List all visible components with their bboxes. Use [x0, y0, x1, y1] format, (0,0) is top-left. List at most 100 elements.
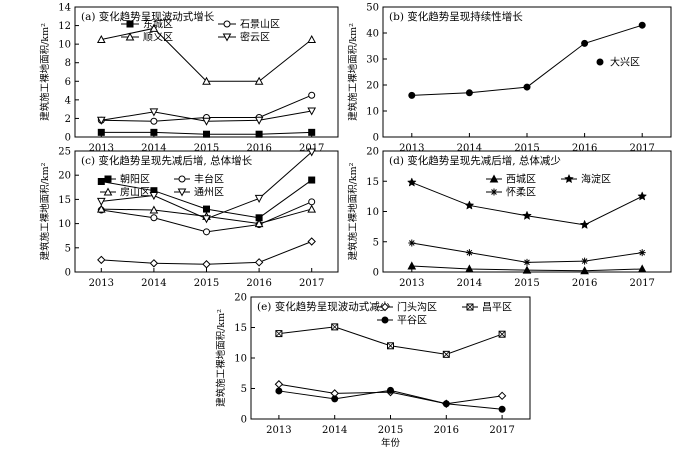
data-point-cross — [443, 351, 450, 358]
x-tick-label: 2014 — [322, 425, 347, 436]
plot-frame — [382, 6, 672, 138]
data-point — [331, 395, 339, 403]
y-tick-label: 15 — [366, 177, 379, 188]
legend-entry: 密云区 — [218, 31, 270, 44]
x-tick-label: 2017 — [629, 278, 654, 289]
legend-marker — [178, 175, 186, 183]
x-tick-label: 2015 — [194, 143, 219, 154]
x-tick-label: 2014 — [457, 278, 482, 289]
data-point — [498, 405, 506, 413]
y-tick-label: 0 — [65, 133, 71, 144]
legend-marker — [103, 187, 113, 196]
panel-title: (a) 变化趋势呈现波动式增长 — [81, 10, 215, 23]
data-point — [149, 23, 159, 32]
data-point — [96, 116, 106, 125]
legend-marker — [381, 316, 389, 324]
chart-panel-b: 0 10 20 30 40 50 2013 2014 2015 2016 2017 (b) 变化趋势呈… — [347, 3, 672, 154]
series-a-3 — [96, 107, 317, 126]
x-tick-label: 2014 — [141, 278, 166, 289]
y-tick-label: 0 — [241, 415, 247, 426]
legend-label: 大兴区 — [610, 56, 640, 69]
legend-entry: 怀柔区 — [486, 187, 536, 199]
legend-marker — [564, 173, 574, 184]
y-tick-label: 10 — [58, 40, 71, 51]
legend-entry: 昌平区 — [462, 302, 512, 314]
data-point — [308, 128, 316, 136]
legend-marker — [380, 302, 390, 312]
legend-marker — [490, 188, 498, 196]
data-point-cross — [275, 330, 283, 337]
data-point — [254, 116, 264, 125]
data-point — [408, 91, 416, 99]
series-e-1 — [275, 323, 506, 358]
series-a-2 — [96, 23, 317, 85]
data-point — [149, 259, 159, 268]
x-tick-label: 2016 — [246, 278, 271, 289]
legend-label: 石景山区 — [240, 19, 280, 31]
data-point — [254, 258, 264, 267]
panel-title: (c) 变化趋势呈现先减后增, 总体增长 — [81, 154, 253, 167]
legend-marker — [125, 32, 135, 41]
legend-entry: 石景山区 — [218, 19, 280, 31]
y-axis-label: 建筑施工裸地面积/km² — [215, 309, 227, 407]
data-point — [149, 205, 159, 214]
series-c-3 — [96, 148, 317, 224]
y-tick-label: 2 — [65, 114, 71, 125]
y-tick-label: 12 — [58, 21, 71, 32]
data-point — [523, 83, 531, 91]
y-tick-label: 20 — [366, 147, 379, 158]
data-point — [307, 34, 317, 43]
legend-marker — [126, 20, 134, 28]
legend-entry: 房山区 — [100, 186, 150, 199]
x-tick-label: 2013 — [399, 278, 424, 289]
legend-label: 房山区 — [120, 186, 150, 199]
x-tick-label: 2015 — [378, 425, 403, 436]
data-point — [307, 107, 317, 116]
data-point — [149, 108, 159, 117]
y-tick-label: 10 — [366, 107, 379, 118]
series-b-0 — [408, 21, 646, 99]
data-point — [202, 260, 211, 269]
legend-label: 朝阳区 — [120, 174, 150, 186]
y-tick-label: 15 — [58, 195, 71, 206]
legend-marker — [104, 175, 112, 183]
x-tick-label: 2014 — [457, 143, 482, 154]
x-tick-label: 2016 — [572, 278, 597, 289]
y-tick-label: 5 — [373, 237, 379, 248]
y-tick-label: 5 — [65, 243, 71, 254]
legend-entry: 丰台区 — [174, 173, 224, 186]
legend-entry: 西城区 — [486, 174, 536, 186]
data-point — [442, 400, 450, 408]
data-point — [308, 91, 316, 99]
legend-label: 东城区 — [143, 18, 173, 31]
data-point — [203, 228, 210, 236]
legend-entry: 通州区 — [174, 187, 224, 199]
y-tick-label: 6 — [65, 77, 71, 88]
data-point — [522, 265, 532, 274]
legend-label: 顺义区 — [143, 32, 173, 44]
legend-label: 丰台区 — [194, 173, 224, 186]
data-point — [407, 261, 417, 270]
x-tick-label: 2013 — [89, 143, 114, 154]
data-point — [464, 200, 475, 210]
legend-label: 密云区 — [240, 31, 270, 44]
data-point — [465, 89, 473, 97]
data-point — [96, 34, 106, 43]
series-e-0 — [274, 380, 507, 408]
data-point — [406, 177, 417, 187]
legend-label: 怀柔区 — [506, 187, 536, 199]
data-point-cross — [387, 342, 394, 350]
y-tick-label: 10 — [366, 207, 379, 218]
y-tick-label: 0 — [65, 268, 71, 279]
data-point — [307, 148, 317, 157]
legend-entry: 海淀区 — [561, 173, 611, 186]
legend-entry: 大兴区 — [596, 56, 640, 69]
data-point — [638, 21, 646, 29]
data-point-cross — [331, 323, 338, 331]
y-tick-label: 15 — [234, 323, 247, 334]
data-point — [307, 237, 316, 246]
legend-label: 西城区 — [506, 174, 536, 186]
y-axis-label: 建筑施工裸地面积/km² — [347, 23, 359, 121]
data-point — [255, 130, 263, 138]
legend-marker — [596, 58, 604, 66]
